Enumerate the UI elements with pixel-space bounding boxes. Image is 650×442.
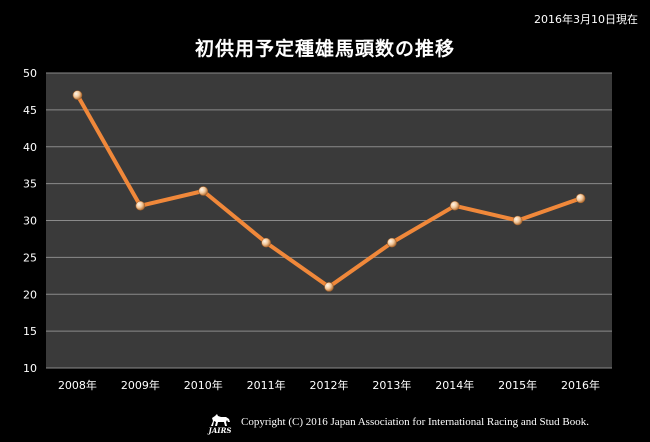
y-tick-label: 15 (23, 325, 37, 338)
y-tick-label: 40 (23, 141, 37, 154)
data-point (72, 90, 83, 100)
data-point (387, 237, 397, 248)
x-axis-tick-labels: 2008年 2009年 2010年 2011年 2012年 2013年 2014年 2015年… (58, 378, 600, 392)
x-tick-label: 2013年 (372, 378, 411, 392)
x-tick-label: 2016年 (561, 378, 600, 392)
x-tick-label: 2015年 (498, 378, 537, 392)
y-tick-label: 45 (23, 104, 37, 117)
chart-title: 初供用予定種雄馬頭数の推移 (194, 38, 455, 60)
x-tick-label: 2012年 (310, 378, 349, 392)
as-of-date: 2016年3月10日現在 (534, 13, 638, 26)
series (72, 90, 586, 292)
footer: JAIRS Copyright (C) 2016 Japan Associati… (205, 410, 589, 434)
y-tick-label: 20 (23, 288, 37, 301)
y-axis-tick-labels: 10 15 20 25 30 35 40 45 50 (23, 67, 37, 375)
y-tick-label: 30 (23, 215, 37, 228)
data-point (135, 200, 146, 211)
data-point (324, 282, 334, 292)
x-tick-label: 2011年 (247, 378, 286, 392)
jairs-logo: JAIRS (205, 410, 235, 434)
y-tick-label: 50 (23, 67, 37, 80)
x-tick-label: 2009年 (121, 378, 160, 392)
data-point (449, 200, 460, 211)
x-tick-label: 2010年 (184, 378, 223, 392)
horse-icon (211, 414, 230, 426)
x-tick-label: 2008年 (58, 378, 97, 392)
data-point (261, 237, 271, 248)
y-tick-label: 25 (23, 251, 37, 264)
copyright-notice: Copyright (C) 2016 Japan Association for… (241, 416, 589, 428)
data-point (198, 186, 209, 196)
x-tick-label: 2014年 (435, 378, 474, 392)
logo-text: JAIRS (208, 426, 232, 435)
y-tick-label: 10 (23, 362, 37, 375)
data-point (575, 193, 586, 204)
y-tick-label: 35 (23, 178, 37, 191)
data-point (512, 215, 523, 226)
